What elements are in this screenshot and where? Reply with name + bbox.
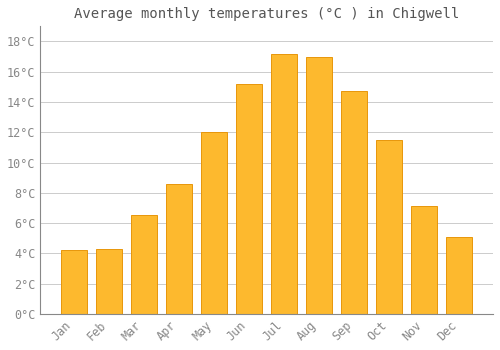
Bar <box>376 140 402 314</box>
Bar <box>341 91 367 314</box>
Bar <box>236 84 262 314</box>
Bar <box>96 249 122 314</box>
Bar <box>61 250 87 314</box>
Bar <box>446 237 472 314</box>
Bar <box>166 184 192 314</box>
Bar <box>411 206 438 314</box>
Bar <box>201 132 228 314</box>
Title: Average monthly temperatures (°C ) in Chigwell: Average monthly temperatures (°C ) in Ch… <box>74 7 460 21</box>
Bar <box>271 54 297 314</box>
Bar <box>306 57 332 314</box>
Bar <box>131 216 157 314</box>
